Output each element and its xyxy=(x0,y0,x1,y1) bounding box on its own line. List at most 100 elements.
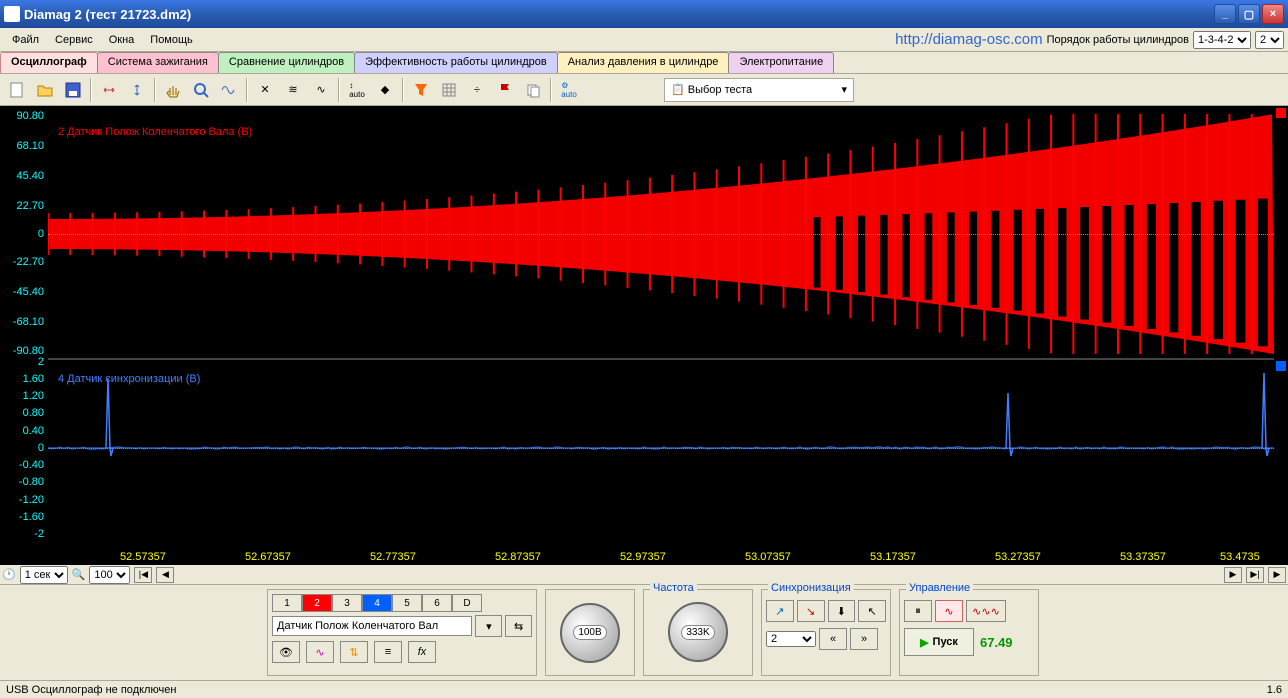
lines-icon[interactable]: ≡ xyxy=(374,641,402,663)
sync-title: Синхронизация xyxy=(768,582,854,594)
menu-file[interactable]: Файл xyxy=(4,32,47,48)
menu-windows[interactable]: Окна xyxy=(101,32,143,48)
run-label: Пуск xyxy=(933,636,958,648)
sync-fall-icon[interactable]: ↘ xyxy=(797,600,825,622)
titlebar: Diamag 2 (тест 21723.dm2) _ ▢ × xyxy=(0,0,1288,28)
open-icon[interactable] xyxy=(32,77,58,103)
fx-icon[interactable]: fx xyxy=(408,641,436,663)
align-icon[interactable]: ÷ xyxy=(464,77,490,103)
wave-icon[interactable] xyxy=(216,77,242,103)
channel-button-D[interactable]: D xyxy=(452,594,482,612)
maximize-button[interactable]: ▢ xyxy=(1238,4,1260,24)
channel-button-3[interactable]: 3 xyxy=(332,594,362,612)
sync-next-icon[interactable]: » xyxy=(850,628,878,650)
hand-icon[interactable] xyxy=(160,77,186,103)
tab-power[interactable]: Электропитание xyxy=(728,52,834,73)
ch1-ytick: -22.70 xyxy=(13,256,44,268)
website-link[interactable]: http://diamag-osc.com xyxy=(895,31,1043,48)
xtick: 52.67357 xyxy=(245,551,291,563)
copy-icon[interactable] xyxy=(520,77,546,103)
sync-channel-select[interactable]: 2 xyxy=(766,631,816,647)
sync-cursor-icon[interactable]: ↖ xyxy=(858,600,886,622)
nav-last-button[interactable]: ▶| xyxy=(1246,567,1264,583)
dual-wave-icon[interactable]: ∿ xyxy=(308,77,334,103)
ch2-ytick: -2 xyxy=(34,528,44,540)
frequency-knob[interactable]: 333K xyxy=(668,602,728,662)
zoom-h-icon[interactable] xyxy=(96,77,122,103)
channel-button-5[interactable]: 5 xyxy=(392,594,422,612)
test-select[interactable]: 📋 Выбор теста ▾ xyxy=(664,78,854,102)
nav-prev-button[interactable]: ◀ xyxy=(156,567,174,583)
xtick: 52.77357 xyxy=(370,551,416,563)
channel-button-2[interactable]: 2 xyxy=(302,594,332,612)
oscilloscope-display: 90.8068.1045.4022.700-22.70-45.40-68.10-… xyxy=(0,106,1288,565)
nav-play-button[interactable]: ▶ xyxy=(1268,567,1286,583)
multi-wave-icon[interactable]: ≋ xyxy=(280,77,306,103)
voltage-knob-panel: 100B xyxy=(545,589,635,676)
auto-y-icon[interactable]: ↕auto xyxy=(344,77,370,103)
channel-dropdown-icon[interactable]: ▾ xyxy=(475,615,502,637)
ch2-ytick: 2 xyxy=(38,356,44,368)
xtick: 53.37357 xyxy=(1120,551,1166,563)
minimize-button[interactable]: _ xyxy=(1214,4,1236,24)
overlay-icon[interactable]: ✕ xyxy=(252,77,278,103)
auto-x-icon[interactable]: ◆ xyxy=(372,77,398,103)
plot-area[interactable]: 2 Датчик Полож Коленчатого Вала (В) 4 Да… xyxy=(48,106,1274,565)
cylinder-order-select[interactable]: 1-3-4-2 xyxy=(1193,31,1251,49)
nav-first-button[interactable]: |◀ xyxy=(134,567,152,583)
ch1-marker-icon[interactable] xyxy=(1276,108,1286,118)
voltage-knob[interactable]: 100B xyxy=(560,603,620,663)
continuous-wave-icon[interactable]: ∿∿∿ xyxy=(966,600,1006,622)
tab-compare[interactable]: Сравнение цилиндров xyxy=(218,52,355,73)
test-select-label: Выбор теста xyxy=(688,84,752,96)
wave-mode-icon[interactable]: ∿ xyxy=(306,641,334,663)
tab-ignition[interactable]: Система зажигания xyxy=(97,52,219,73)
time-scale-select[interactable]: 1 сек xyxy=(20,566,68,584)
channel-name-input[interactable] xyxy=(272,616,472,636)
save-icon[interactable] xyxy=(60,77,86,103)
ch1-ytick: -68.10 xyxy=(13,316,44,328)
ch2-marker-icon[interactable] xyxy=(1276,361,1286,371)
new-icon[interactable] xyxy=(4,77,30,103)
channel-config-icon[interactable]: ⇆ xyxy=(505,615,532,637)
invert-icon[interactable]: ⇅ xyxy=(340,641,368,663)
ch1-zero-line xyxy=(48,234,1274,235)
channel-button-1[interactable]: 1 xyxy=(272,594,302,612)
sync-rise-icon[interactable]: ↗ xyxy=(766,600,794,622)
tab-efficiency[interactable]: Эффективность работы цилиндров xyxy=(354,52,558,73)
zoom-v-icon[interactable] xyxy=(124,77,150,103)
single-wave-icon[interactable]: ∿ xyxy=(935,600,963,622)
zoom-pct-select[interactable]: 100 xyxy=(89,566,130,584)
channel-buttons: 123456D xyxy=(272,594,532,612)
magnify-icon[interactable] xyxy=(188,77,214,103)
ch2-ytick: 1.20 xyxy=(23,390,44,402)
frequency-panel: Частота 333K xyxy=(643,589,753,676)
channel-1-label: 2 Датчик Полож Коленчатого Вала (В) xyxy=(58,126,252,138)
menu-help[interactable]: Помощь xyxy=(142,32,201,48)
auto-setup-icon[interactable]: ⚙auto xyxy=(556,77,582,103)
run-button[interactable]: ▶ Пуск xyxy=(904,628,974,656)
grid-icon[interactable] xyxy=(436,77,462,103)
pane-divider[interactable] xyxy=(48,358,1274,360)
channel-button-6[interactable]: 6 xyxy=(422,594,452,612)
channel-button-4[interactable]: 4 xyxy=(362,594,392,612)
sync-prev-icon[interactable]: « xyxy=(819,628,847,650)
close-button[interactable]: × xyxy=(1262,4,1284,24)
channel-panel: 123456D ▾ ⇆ 👁 ∿ ⇅ ≡ fx xyxy=(267,589,537,676)
status-text: USB Осциллограф не подключен xyxy=(6,684,176,696)
tab-oscilloscope[interactable]: Осциллограф xyxy=(0,52,98,73)
tab-pressure[interactable]: Анализ давления в цилиндре xyxy=(557,52,730,73)
cylinder-qty-select[interactable]: 2 xyxy=(1255,31,1284,49)
menu-service[interactable]: Сервис xyxy=(47,32,101,48)
eye-icon[interactable]: 👁 xyxy=(272,641,300,663)
pause-icon[interactable]: ⏸ xyxy=(904,600,932,622)
nav-next-button[interactable]: ▶ xyxy=(1224,567,1242,583)
sync-down-icon[interactable]: ⬇ xyxy=(828,600,856,622)
time-control-bar: 🕐 1 сек 🔍 100 |◀ ◀ ▶ ▶| ▶ xyxy=(0,565,1288,585)
ch2-ytick: -1.20 xyxy=(19,494,44,506)
ch1-ytick: 22.70 xyxy=(16,200,44,212)
channel-2-label: 4 Датчик синхронизации (В) xyxy=(58,373,200,385)
right-scroll[interactable] xyxy=(1274,106,1288,565)
flag-icon[interactable] xyxy=(492,77,518,103)
filter-icon[interactable] xyxy=(408,77,434,103)
